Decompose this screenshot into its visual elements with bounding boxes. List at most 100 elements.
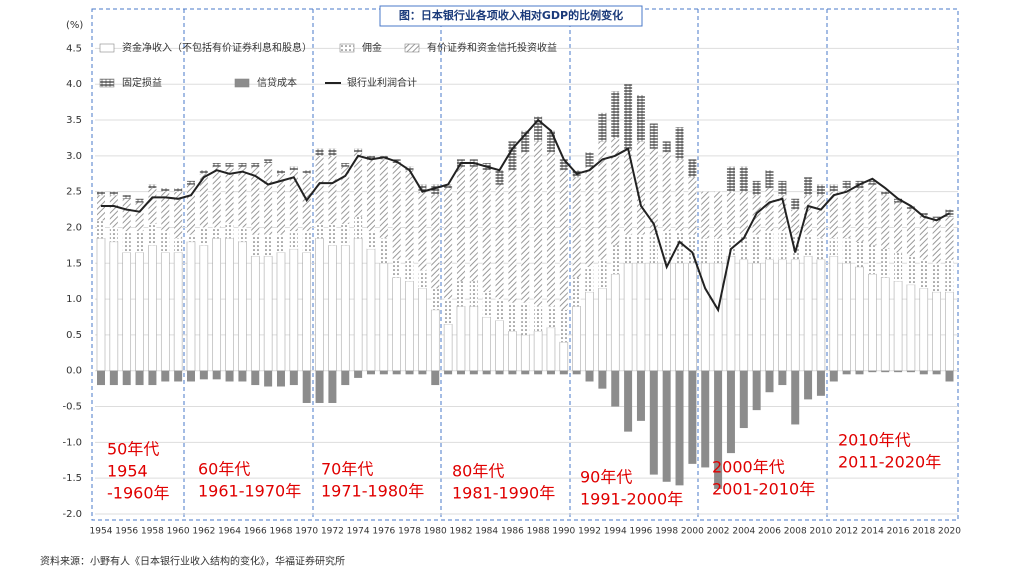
bar-segment (778, 195, 787, 232)
bar-segment (675, 231, 684, 264)
x-tick-label: 1986 (501, 527, 524, 537)
bar-segment (444, 299, 453, 325)
bar-segment (611, 137, 620, 246)
x-tick-label: 1998 (655, 527, 678, 537)
bar-segment (508, 302, 517, 332)
bar-segment (611, 245, 620, 275)
bar-segment (135, 370, 144, 386)
bar-segment (354, 152, 363, 217)
bar-segment (199, 227, 208, 246)
bar-segment (829, 238, 838, 257)
bar-segment (392, 163, 401, 260)
era-label: 2011-2020年 (838, 453, 941, 472)
bar-segment (148, 223, 157, 246)
bar-segment (881, 248, 890, 278)
bar-segment (122, 252, 132, 372)
bar-segment (791, 234, 800, 260)
x-tick-label: 2004 (732, 527, 755, 537)
bar-segment (405, 170, 414, 260)
x-tick-label: 1974 (347, 527, 370, 537)
bar-segment (225, 370, 234, 382)
x-tick-label: 1958 (141, 527, 164, 537)
bar-segment (251, 163, 260, 167)
bar-segment (585, 266, 594, 292)
x-tick-label: 1976 (372, 527, 395, 537)
bar-segment (289, 231, 298, 249)
y-tick-label: 4.0 (66, 79, 82, 90)
bar-segment (238, 370, 247, 382)
bar-segment (534, 116, 543, 142)
bar-segment (868, 273, 877, 372)
bar-segment (405, 259, 414, 282)
bar-segment (675, 159, 684, 232)
era-label: 2001-2010年 (712, 480, 815, 499)
bar-segment (341, 223, 350, 246)
bar-segment (880, 277, 890, 372)
bar-segment (598, 112, 607, 142)
bar-segment (688, 262, 697, 372)
era-label: 90年代 (580, 468, 632, 487)
y-tick-label: -2.0 (62, 509, 82, 520)
bar-segment (572, 177, 581, 278)
bar-segment (881, 370, 890, 373)
bar-segment (726, 234, 735, 257)
bar-segment (945, 370, 954, 382)
bar-segment (264, 234, 273, 257)
bar-segment (868, 184, 877, 246)
bar-segment (842, 238, 851, 264)
era-label: 80年代 (452, 462, 504, 481)
bar-segment (392, 277, 401, 372)
bar-segment (521, 370, 530, 375)
bar-segment (418, 288, 427, 372)
bar-segment (251, 166, 260, 235)
bar-segment (752, 180, 761, 196)
bar-segment (714, 238, 723, 264)
bar-segment (649, 123, 658, 149)
bar-segment (804, 234, 813, 257)
bar-segment (186, 184, 195, 235)
bar-segment (662, 141, 671, 153)
bar-segment (919, 216, 928, 260)
bar-segment (109, 227, 118, 242)
bar-segment (611, 370, 620, 407)
bar-segment (340, 245, 350, 372)
bar-segment (803, 255, 813, 372)
bar-segment (559, 370, 568, 375)
era-label: 1981-1990年 (452, 484, 555, 503)
bar-segment (868, 180, 877, 185)
bar-segment (894, 198, 903, 203)
bar-segment (816, 184, 825, 196)
bar-segment (456, 281, 465, 307)
bar-segment (469, 370, 478, 375)
bar-segment (212, 237, 222, 372)
bar-segment (624, 148, 633, 235)
bar-segment (328, 223, 337, 246)
x-tick-label: 1978 (398, 527, 421, 537)
bar-segment (842, 262, 851, 372)
bar-segment (418, 270, 427, 289)
bar-segment (855, 188, 864, 242)
bar-segment (919, 213, 928, 217)
x-tick-label: 2012 (835, 527, 858, 537)
bar-segment (752, 234, 761, 264)
bar-segment (199, 370, 208, 380)
bar-segment (276, 370, 285, 387)
bar-segment (122, 195, 131, 199)
bar-segment (366, 159, 375, 232)
bar-segment (495, 370, 504, 375)
bar-segment (893, 280, 903, 372)
bar-segment (456, 166, 465, 282)
bar-segment (881, 191, 890, 196)
bar-segment (161, 370, 170, 382)
bar-segment (598, 259, 607, 289)
bar-segment (379, 159, 388, 239)
x-tick-label: 1990 (552, 527, 575, 537)
profit-line (101, 118, 950, 313)
x-tick-label: 1954 (90, 527, 113, 537)
bar-segment (199, 170, 208, 174)
era-dividers (183, 9, 828, 520)
bar-segment (508, 141, 517, 171)
bar-segment (688, 159, 697, 178)
bar-segment (482, 316, 491, 372)
bar-segment (804, 177, 813, 196)
